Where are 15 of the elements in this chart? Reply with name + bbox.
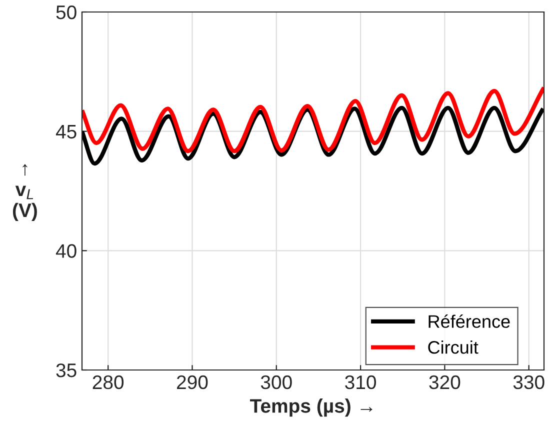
line-series	[82, 86, 544, 154]
legend-label: Circuit	[428, 340, 478, 354]
y-tick-label: 45	[56, 125, 76, 139]
legend-label: Référence	[428, 314, 510, 328]
y-axis-title: ↑ v$_{L}$ (V)	[12, 164, 37, 222]
x-tick-label: 320	[429, 375, 460, 390]
x-tick-label: 290	[177, 375, 208, 390]
x-tick-label: 280	[92, 375, 124, 390]
x-tick-label: 330	[513, 375, 544, 390]
x-tick-label: 300	[260, 375, 292, 390]
x-axis-title: Temps (µs) →	[250, 398, 372, 417]
y-tick-label: 50	[56, 5, 76, 20]
y-tick-label: 40	[56, 244, 76, 258]
y-tick-label: 35	[56, 363, 76, 378]
x-tick-label: 310	[345, 375, 376, 390]
